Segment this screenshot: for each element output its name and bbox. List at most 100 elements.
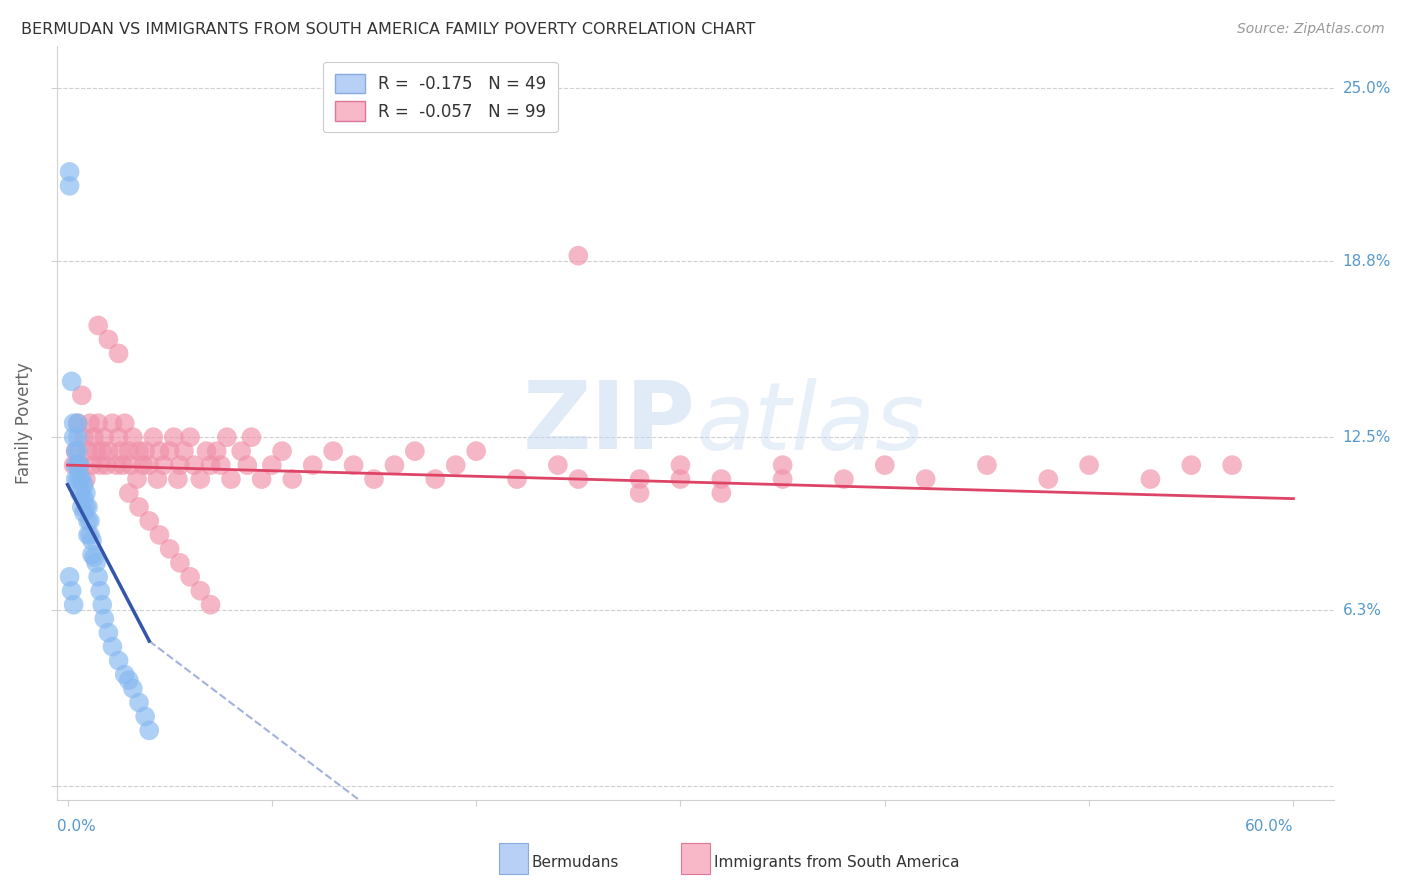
- Point: [342, 458, 364, 472]
- Point: [70, 388, 93, 402]
- Point: [179, 430, 201, 444]
- Point: [132, 458, 155, 472]
- Point: [69, 472, 91, 486]
- Point: [163, 430, 186, 444]
- Text: BERMUDAN VS IMMIGRANTS FROM SOUTH AMERICA FAMILY POVERTY CORRELATION CHART: BERMUDAN VS IMMIGRANTS FROM SOUTH AMERIC…: [21, 22, 755, 37]
- Point: [138, 458, 160, 472]
- Point: [122, 681, 145, 696]
- Point: [425, 472, 447, 486]
- Point: [107, 346, 129, 360]
- Point: [79, 528, 101, 542]
- Point: [66, 444, 89, 458]
- Point: [169, 458, 191, 472]
- Point: [101, 640, 124, 654]
- Point: [134, 444, 156, 458]
- Point: [97, 333, 120, 347]
- Point: [118, 444, 141, 458]
- Point: [873, 458, 896, 472]
- Text: 0.0%: 0.0%: [58, 819, 96, 834]
- Point: [231, 444, 253, 458]
- Point: [1220, 458, 1243, 472]
- Point: [114, 667, 136, 681]
- Text: Source: ZipAtlas.com: Source: ZipAtlas.com: [1237, 22, 1385, 37]
- Point: [772, 472, 794, 486]
- Point: [79, 416, 101, 430]
- Point: [120, 458, 142, 472]
- Point: [58, 178, 80, 193]
- Text: 60.0%: 60.0%: [1244, 819, 1294, 834]
- Point: [77, 528, 100, 542]
- Point: [79, 514, 101, 528]
- Point: [832, 472, 855, 486]
- Point: [70, 472, 93, 486]
- Point: [66, 472, 89, 486]
- Point: [567, 249, 589, 263]
- Point: [138, 514, 160, 528]
- Point: [83, 430, 105, 444]
- Point: [628, 472, 651, 486]
- Point: [58, 165, 80, 179]
- Point: [62, 598, 84, 612]
- Point: [87, 570, 110, 584]
- Point: [322, 444, 344, 458]
- Point: [195, 444, 218, 458]
- Point: [111, 458, 134, 472]
- Point: [73, 491, 96, 506]
- Point: [62, 430, 84, 444]
- Point: [77, 444, 100, 458]
- Point: [1139, 472, 1161, 486]
- Point: [128, 500, 150, 514]
- Point: [188, 583, 211, 598]
- Point: [73, 477, 96, 491]
- Point: [96, 458, 118, 472]
- Point: [628, 486, 651, 500]
- Point: [169, 556, 191, 570]
- Point: [91, 598, 114, 612]
- Text: ■: ■: [683, 845, 709, 872]
- Point: [976, 458, 998, 472]
- Point: [772, 458, 794, 472]
- Point: [444, 458, 467, 472]
- Point: [75, 472, 97, 486]
- Point: [80, 548, 103, 562]
- Point: [301, 458, 323, 472]
- Point: [107, 430, 129, 444]
- Point: [73, 430, 96, 444]
- Point: [236, 458, 259, 472]
- Point: [75, 486, 97, 500]
- Point: [179, 570, 201, 584]
- Text: Bermudans: Bermudans: [531, 855, 619, 870]
- Point: [142, 430, 165, 444]
- Y-axis label: Family Poverty: Family Poverty: [15, 362, 32, 484]
- Point: [209, 458, 232, 472]
- Text: 18.8%: 18.8%: [1343, 253, 1391, 268]
- Point: [567, 472, 589, 486]
- Point: [1038, 472, 1060, 486]
- Point: [1180, 458, 1202, 472]
- Point: [65, 458, 87, 472]
- Point: [91, 444, 114, 458]
- Point: [205, 444, 228, 458]
- Point: [69, 458, 91, 472]
- Point: [914, 472, 936, 486]
- Text: 12.5%: 12.5%: [1343, 430, 1391, 445]
- Point: [110, 444, 132, 458]
- Point: [101, 416, 124, 430]
- Point: [62, 458, 84, 472]
- Point: [80, 533, 103, 548]
- Point: [65, 472, 87, 486]
- Point: [83, 550, 105, 565]
- Point: [70, 500, 93, 514]
- Point: [75, 500, 97, 514]
- Point: [87, 416, 110, 430]
- Point: [70, 486, 93, 500]
- Point: [215, 430, 238, 444]
- Point: [159, 444, 181, 458]
- Point: [128, 444, 150, 458]
- Point: [152, 458, 174, 472]
- Point: [97, 625, 120, 640]
- Point: [69, 486, 91, 500]
- Point: [84, 444, 107, 458]
- Point: [384, 458, 406, 472]
- Point: [159, 541, 181, 556]
